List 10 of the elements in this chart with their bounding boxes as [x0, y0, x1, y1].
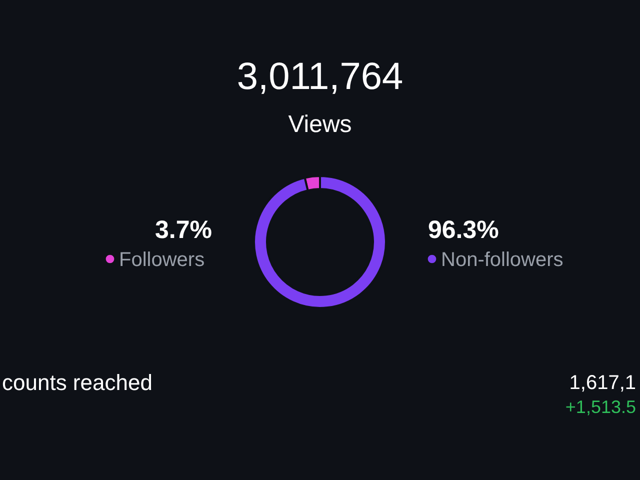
legend-label: Non-followers	[441, 249, 564, 271]
text: +1,513.5	[565, 397, 636, 417]
donut-slice	[253, 175, 387, 309]
data-label: 96.3%	[428, 216, 499, 244]
data-label: 3.7%	[155, 216, 212, 244]
text: 1,617,1	[569, 372, 636, 394]
text: counts reached	[2, 370, 152, 395]
chart-subtitle: Views	[288, 111, 352, 138]
legend-label: Followers	[119, 249, 205, 271]
chart-title: 3,011,764	[236, 56, 404, 98]
